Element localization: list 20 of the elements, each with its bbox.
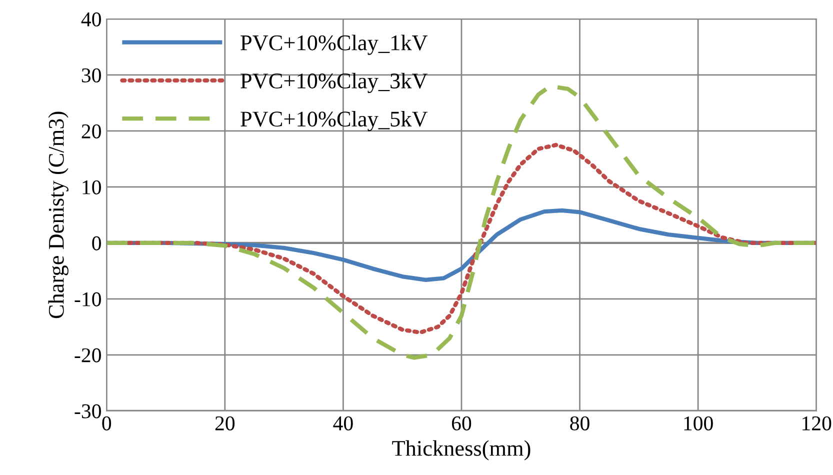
y-tick-label: 40 bbox=[81, 12, 101, 26]
x-tick-label: 100 bbox=[684, 416, 713, 430]
y-tick-label: 10 bbox=[82, 180, 101, 194]
x-tick-label: 60 bbox=[452, 416, 472, 430]
x-tick-label: 120 bbox=[802, 416, 832, 430]
y-axis-title: Charge Denisty (C/m3) bbox=[48, 112, 68, 318]
legend-label: PVC+10%Clay_1kV bbox=[240, 34, 428, 55]
y-tick-label: -20 bbox=[74, 348, 101, 362]
y-tick-label: 0 bbox=[92, 236, 101, 250]
x-tick-label: 0 bbox=[102, 416, 112, 430]
legend-label: PVC+10%Clay_3kV bbox=[240, 72, 428, 94]
x-tick-label: 80 bbox=[570, 416, 590, 430]
x-axis-title: Thickness(mm) bbox=[392, 440, 530, 460]
y-tick-label: 30 bbox=[82, 68, 101, 82]
x-tick-label: 20 bbox=[215, 416, 235, 430]
x-tick-label: 40 bbox=[333, 416, 353, 430]
y-tick-label: -10 bbox=[74, 292, 101, 306]
y-tick-label: -30 bbox=[74, 404, 101, 418]
y-tick-label: 20 bbox=[82, 124, 101, 138]
legend-label: PVC+10%Clay_5kV bbox=[240, 110, 428, 132]
